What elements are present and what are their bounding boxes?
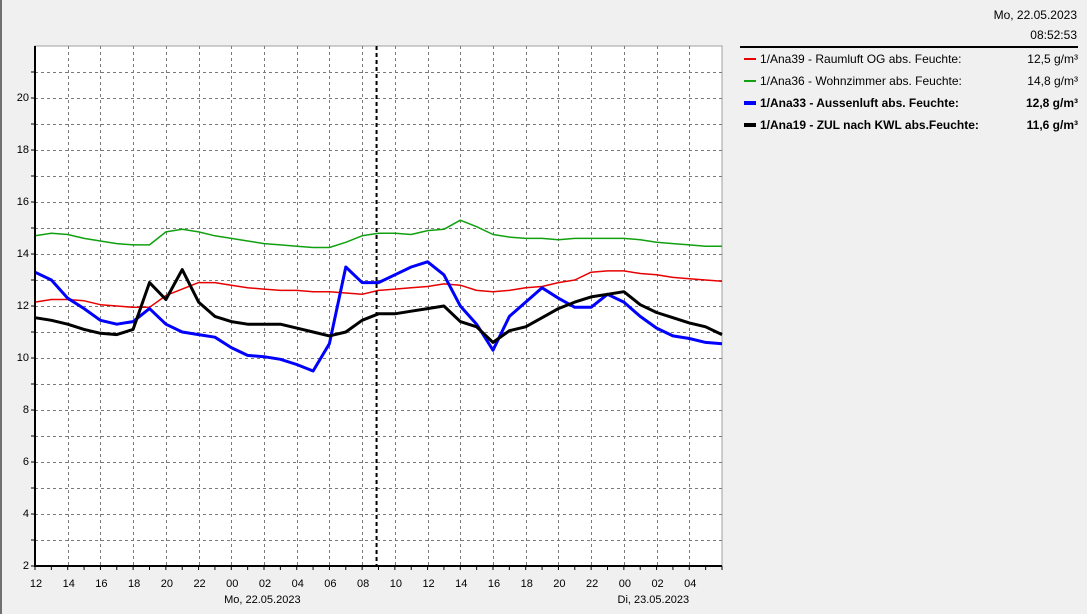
x-tick-label: 18: [128, 578, 140, 590]
window-left-border: [0, 0, 2, 614]
y-tick-label: 20: [17, 92, 29, 104]
legend-label-ana33: 1/Ana33 - Aussenluft abs. Feuchte:: [760, 96, 959, 110]
legend-swatch-ana19: [744, 123, 756, 127]
y-tick-label: 4: [23, 508, 29, 520]
x-tick-label: 20: [161, 578, 173, 590]
legend-value-ana19: 11,6 g/m³: [1026, 118, 1078, 132]
legend-item-ana39[interactable]: 1/Ana39 - Raumluft OG abs. Feuchte: 12,5…: [740, 48, 1078, 70]
header-date: Mo, 22.05.2023: [993, 8, 1077, 22]
x-tick-label: 02: [259, 578, 271, 590]
x-tick-label: 04: [684, 578, 696, 590]
x-tick-label: 04: [292, 578, 304, 590]
legend-swatch-ana39: [744, 58, 756, 60]
x-tick-label: 20: [553, 578, 565, 590]
x-tick-label: 16: [488, 578, 500, 590]
x-tick-label: 02: [651, 578, 663, 590]
x-tick-label: 16: [95, 578, 107, 590]
x-tick-label: 00: [226, 578, 238, 590]
x-tick-label: 10: [390, 578, 402, 590]
x-tick-label: 12: [422, 578, 434, 590]
legend-divider: [740, 46, 1078, 48]
legend-swatch-ana33: [744, 101, 756, 105]
x-tick-label: 22: [586, 578, 598, 590]
legend-value-ana36: 14,8 g/m³: [1027, 74, 1078, 88]
y-tick-label: 14: [17, 248, 29, 260]
y-tick-label: 12: [17, 300, 29, 312]
legend-value-ana33: 12,8 g/m³: [1025, 96, 1078, 110]
legend-label-ana19: 1/Ana19 - ZUL nach KWL abs.Feuchte:: [760, 118, 979, 132]
y-tick-label: 6: [23, 456, 29, 468]
y-tick-label: 8: [23, 404, 29, 416]
header-time: 08:52:53: [1030, 28, 1077, 42]
x-tick-label: 18: [521, 578, 533, 590]
x-tick-label: 12: [30, 578, 42, 590]
x-date-label: Mo, 22.05.2023: [224, 594, 300, 606]
x-date-label: Di, 23.05.2023: [618, 594, 690, 606]
y-tick-label: 16: [17, 196, 29, 208]
y-tick-label: 10: [17, 352, 29, 364]
x-tick-label: 00: [619, 578, 631, 590]
legend-label-ana39: 1/Ana39 - Raumluft OG abs. Feuchte:: [760, 52, 962, 66]
legend-value-ana39: 12,5 g/m³: [1027, 52, 1078, 66]
legend-label-ana36: 1/Ana36 - Wohnzimmer abs. Feuchte:: [760, 74, 962, 88]
legend: 1/Ana39 - Raumluft OG abs. Feuchte: 12,5…: [740, 46, 1078, 136]
series-line-ana36: [34, 219, 722, 249]
legend-swatch-ana36: [744, 80, 756, 82]
legend-item-ana19[interactable]: 1/Ana19 - ZUL nach KWL abs.Feuchte: 11,6…: [740, 114, 1078, 136]
x-tick-label: 14: [455, 578, 467, 590]
x-tick-label: 22: [193, 578, 205, 590]
header: Mo, 22.05.2023 08:52:53: [994, 5, 1077, 45]
x-tick-label: 06: [324, 578, 336, 590]
x-tick-label: 14: [63, 578, 75, 590]
y-tick-label: 2: [23, 560, 29, 572]
legend-item-ana36[interactable]: 1/Ana36 - Wohnzimmer abs. Feuchte: 14,8 …: [740, 70, 1078, 92]
x-tick-label: 08: [357, 578, 369, 590]
series-line-ana19: [34, 268, 723, 344]
legend-item-ana33[interactable]: 1/Ana33 - Aussenluft abs. Feuchte: 12,8 …: [740, 92, 1078, 114]
y-tick-label: 18: [17, 144, 29, 156]
